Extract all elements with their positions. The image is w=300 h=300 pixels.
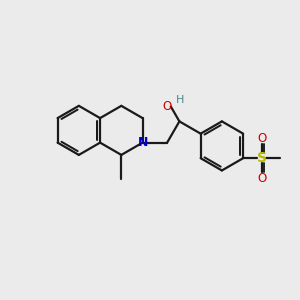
Text: O: O: [257, 132, 266, 145]
Text: S: S: [256, 151, 266, 165]
Text: O: O: [162, 100, 172, 112]
Text: N: N: [137, 136, 148, 149]
Text: H: H: [176, 95, 184, 105]
Text: O: O: [257, 172, 266, 185]
